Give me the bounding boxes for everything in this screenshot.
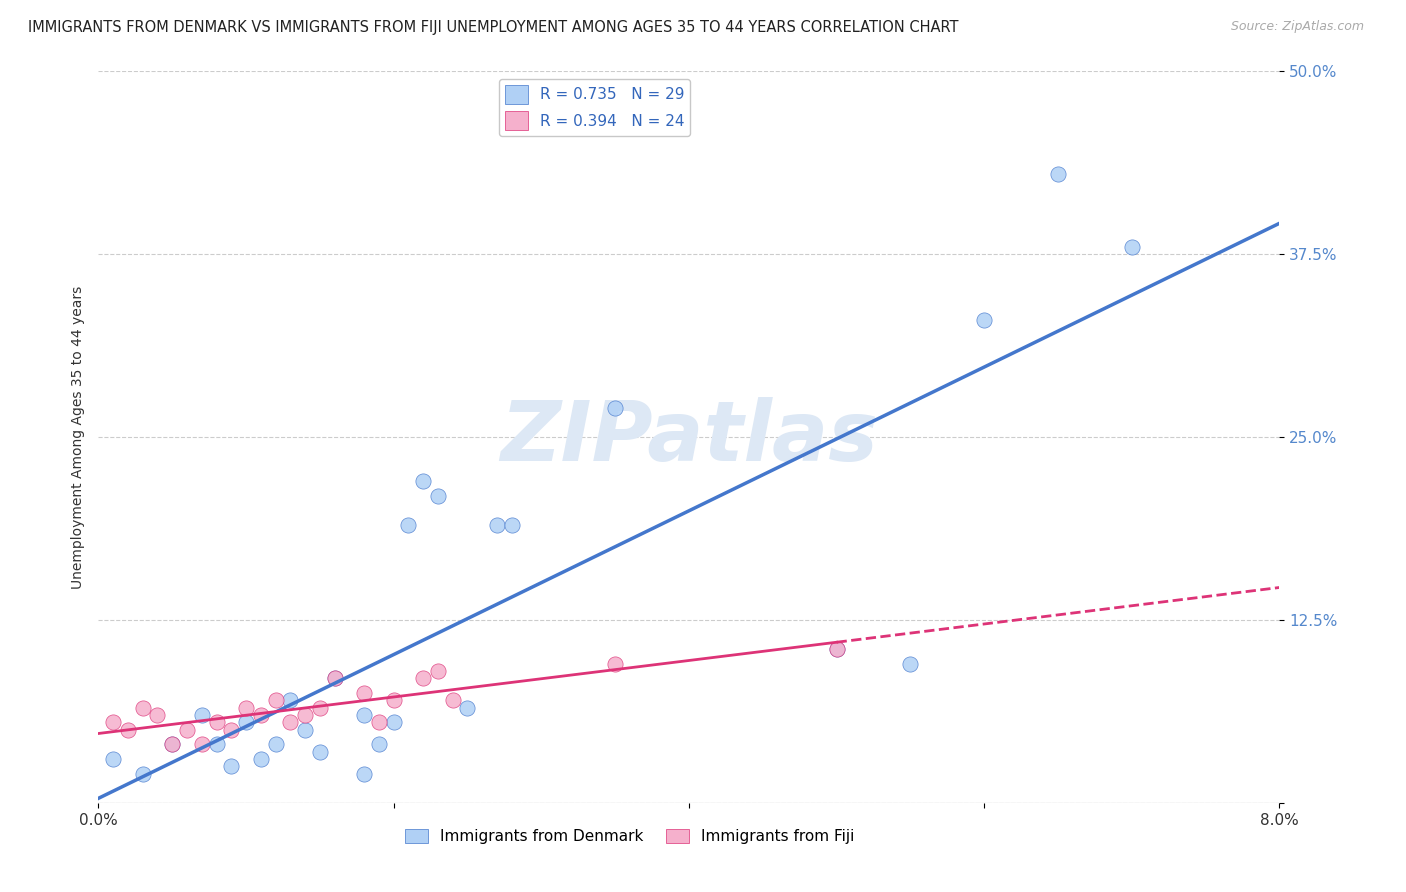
Point — [605, 657, 627, 671]
Point — [398, 517, 420, 532]
Point — [280, 715, 302, 730]
Point — [250, 752, 273, 766]
Point — [382, 715, 405, 730]
Point — [323, 672, 346, 686]
Point — [205, 715, 228, 730]
Point — [191, 708, 214, 723]
Point — [103, 715, 125, 730]
Point — [176, 723, 198, 737]
Point — [486, 517, 509, 532]
Point — [162, 737, 183, 751]
Point — [900, 657, 922, 671]
Point — [280, 693, 302, 707]
Point — [457, 700, 479, 714]
Point — [1046, 167, 1070, 181]
Point — [221, 723, 243, 737]
Point — [132, 766, 155, 780]
Point — [368, 715, 391, 730]
Point — [205, 737, 228, 751]
Text: Source: ZipAtlas.com: Source: ZipAtlas.com — [1230, 20, 1364, 33]
Point — [973, 313, 995, 327]
Y-axis label: Unemployment Among Ages 35 to 44 years: Unemployment Among Ages 35 to 44 years — [70, 285, 84, 589]
Point — [368, 737, 391, 751]
Legend: Immigrants from Denmark, Immigrants from Fiji: Immigrants from Denmark, Immigrants from… — [399, 822, 860, 850]
Point — [412, 672, 434, 686]
Point — [235, 700, 257, 714]
Point — [103, 752, 125, 766]
Point — [221, 759, 243, 773]
Point — [132, 700, 155, 714]
Point — [264, 737, 287, 751]
Text: IMMIGRANTS FROM DENMARK VS IMMIGRANTS FROM FIJI UNEMPLOYMENT AMONG AGES 35 TO 44: IMMIGRANTS FROM DENMARK VS IMMIGRANTS FR… — [28, 20, 959, 35]
Point — [250, 708, 273, 723]
Point — [441, 693, 464, 707]
Point — [146, 708, 169, 723]
Point — [264, 693, 287, 707]
Point — [309, 700, 332, 714]
Point — [294, 723, 316, 737]
Point — [427, 489, 450, 503]
Point — [1121, 240, 1143, 254]
Point — [353, 708, 375, 723]
Point — [412, 474, 434, 488]
Point — [605, 401, 627, 415]
Point — [323, 672, 346, 686]
Point — [353, 686, 375, 700]
Point — [309, 745, 332, 759]
Point — [825, 642, 848, 657]
Point — [191, 737, 214, 751]
Point — [825, 642, 848, 657]
Point — [294, 708, 316, 723]
Point — [353, 766, 375, 780]
Text: ZIPatlas: ZIPatlas — [501, 397, 877, 477]
Point — [501, 517, 523, 532]
Point — [427, 664, 450, 678]
Point — [162, 737, 183, 751]
Point — [235, 715, 257, 730]
Point — [117, 723, 139, 737]
Point — [382, 693, 405, 707]
